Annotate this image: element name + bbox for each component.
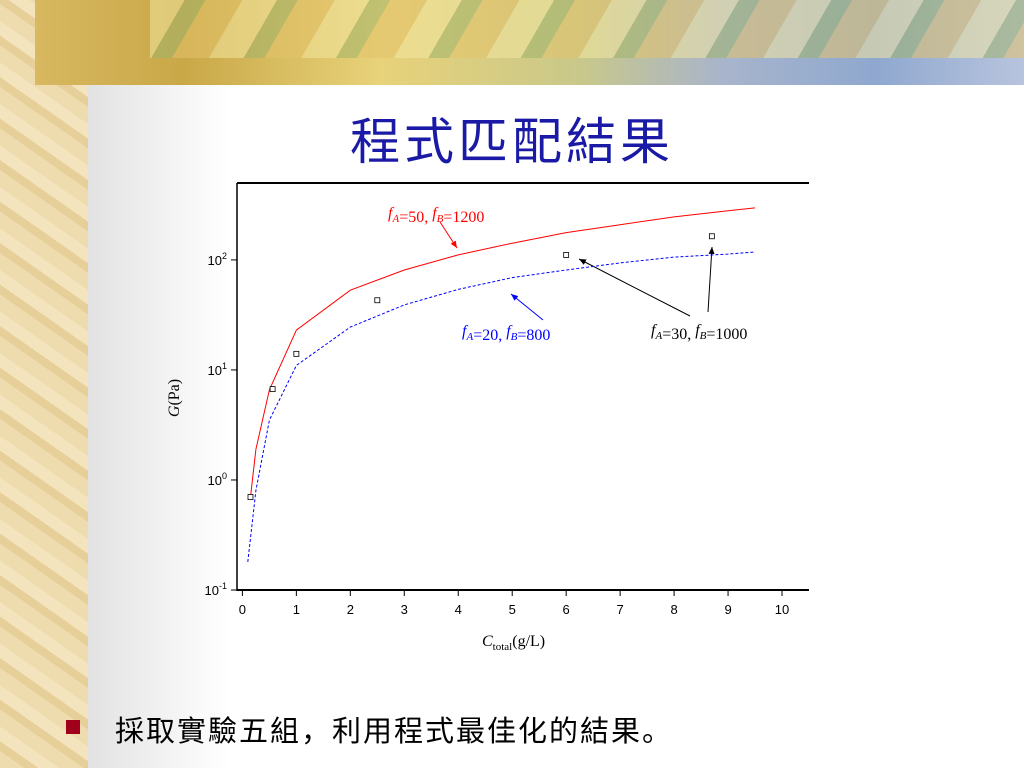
x-tick-label: 2 — [347, 602, 354, 617]
x-axis-unit: (g/L) — [512, 633, 545, 650]
bullet-marker — [66, 720, 80, 734]
annotation-part: f — [462, 323, 469, 340]
x-tick-label: 8 — [670, 602, 677, 617]
x-tick-label: 3 — [401, 602, 408, 617]
y-tick-exp: -1 — [219, 581, 227, 591]
annotation-part: f — [506, 323, 513, 340]
arrow — [578, 258, 691, 317]
data-point — [708, 233, 715, 240]
x-tick-label: 5 — [509, 602, 516, 617]
annotation-part: =50, — [399, 209, 432, 226]
y-tick-base: 10 — [208, 363, 222, 378]
annotation-part: =20, — [473, 327, 506, 344]
annotation-sub: B — [700, 330, 707, 342]
x-axis-label: Ctotal(g/L) — [482, 633, 545, 653]
x-tick-label: 0 — [239, 602, 246, 617]
y-tick-exp: 1 — [222, 361, 227, 371]
x-tick-label: 10 — [775, 602, 789, 617]
slide-title: 程式匹配結果 — [350, 114, 674, 170]
data-point — [293, 350, 300, 357]
x-tick-label: 1 — [293, 602, 300, 617]
y-tick-label: 10-1 — [205, 581, 227, 598]
annotation-sub: A — [654, 330, 662, 342]
y-tick-label: 101 — [208, 361, 227, 378]
data-point — [247, 494, 254, 500]
y-axis-label: G(Pa) — [166, 379, 183, 417]
x-tick-label: 6 — [563, 602, 570, 617]
y-axis-unit: (Pa) — [166, 379, 183, 406]
banner-pattern — [150, 0, 1024, 58]
annotation: fA=20, fB=800 — [462, 323, 550, 344]
y-tick-base: 10 — [205, 583, 219, 598]
data-point — [374, 297, 381, 304]
annotation-part: f — [695, 322, 702, 339]
data-point — [563, 252, 570, 258]
y-tick-label: 100 — [208, 471, 227, 488]
annotation-part: f — [388, 205, 395, 222]
fit-curve — [247, 251, 756, 562]
x-axis-symbol: C — [482, 633, 493, 650]
y-tick-base: 10 — [208, 253, 222, 268]
annotation-sub: B — [511, 331, 518, 343]
fit-curve — [250, 207, 756, 498]
annotation-part: =800 — [517, 327, 550, 344]
annotation: fA=50, fB=1200 — [388, 205, 484, 226]
arrow — [510, 293, 544, 321]
annotation-part: f — [651, 322, 658, 339]
shade — [88, 85, 228, 768]
annotation: fA=30, fB=1000 — [651, 322, 747, 343]
y-axis-symbol: G — [166, 405, 183, 417]
x-tick-label: 4 — [455, 602, 462, 617]
annotation-sub: A — [465, 331, 473, 343]
annotation-part: =30, — [662, 326, 695, 343]
left-decoration — [0, 0, 88, 768]
bullet-text: 採取實驗五組，利用程式最佳化的結果。 — [115, 716, 674, 748]
annotation-sub: B — [437, 213, 444, 225]
x-tick-label: 7 — [617, 602, 624, 617]
annotation-sub: A — [391, 213, 399, 225]
y-tick-label: 102 — [208, 251, 227, 268]
y-tick-exp: 2 — [222, 251, 227, 261]
y-tick-exp: 0 — [222, 471, 227, 481]
x-axis-sub: total — [493, 641, 513, 653]
y-tick-base: 10 — [208, 473, 222, 488]
x-tick-label: 9 — [724, 602, 731, 617]
arrow — [439, 221, 458, 249]
annotation-part: =1000 — [706, 326, 747, 343]
data-point — [269, 386, 276, 392]
annotation-part: =1200 — [443, 209, 484, 226]
annotation-part: f — [432, 205, 439, 222]
arrow — [707, 246, 715, 313]
